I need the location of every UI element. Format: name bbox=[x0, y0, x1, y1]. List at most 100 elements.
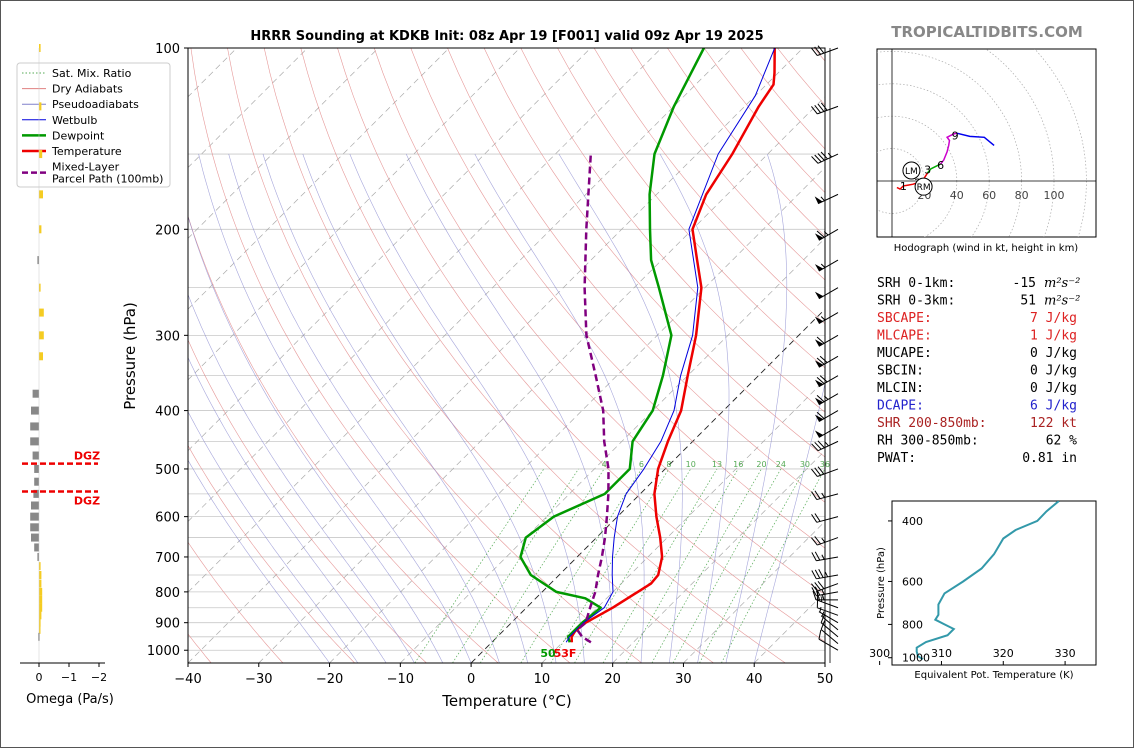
omega-bar bbox=[34, 477, 39, 486]
isotherm-line bbox=[683, 520, 825, 663]
x-axis-label: Temperature (°C) bbox=[441, 692, 571, 710]
mixing-ratio-label: 20 bbox=[756, 460, 766, 469]
parameter-unit: m²s⁻² bbox=[1044, 294, 1080, 309]
barb-staff bbox=[818, 611, 839, 624]
barb-flag bbox=[816, 376, 825, 385]
parameter-value: 7 J/kg bbox=[1030, 311, 1077, 326]
chart-title: HRRR Sounding at KDKB Init: 08z Apr 19 [… bbox=[250, 29, 763, 44]
barb-half-flag bbox=[820, 263, 826, 268]
wind-barb bbox=[818, 606, 839, 624]
parameter-unit: m²s⁻² bbox=[1044, 276, 1080, 291]
legend-label: Wetbulb bbox=[52, 114, 97, 127]
barb-flag bbox=[816, 230, 825, 238]
theta-e-profile: 400 600 800 1000 300 310 320 330 Equivalent Pot.… bbox=[869, 500, 1097, 681]
legend-label: Mixed-Layer bbox=[52, 161, 120, 174]
dry-adiabat bbox=[188, 215, 499, 663]
mixing-ratio-line bbox=[699, 468, 806, 663]
barb-flag bbox=[812, 590, 817, 601]
barb-pennant bbox=[814, 264, 824, 272]
barb-flag bbox=[811, 443, 819, 452]
wind-barb bbox=[814, 193, 839, 205]
surface-temp-label: 53F bbox=[554, 647, 577, 660]
mixing-ratio-label: 10 bbox=[686, 460, 696, 469]
parameters-table: SRH 0-1km: -15 m²s⁻² SRH 0-3km: 51 m²s⁻² SBCAP… bbox=[877, 276, 1080, 466]
dry-adiabat bbox=[593, 48, 825, 325]
barb-flag bbox=[819, 375, 828, 383]
barb-flag bbox=[811, 47, 818, 56]
barb-flag bbox=[811, 583, 818, 592]
parameter-value: -15 bbox=[1013, 276, 1036, 291]
theta-e-y-axis-label: Pressure (hPa) bbox=[876, 547, 887, 619]
barb-flag bbox=[814, 154, 822, 163]
y-tick-label: 700 bbox=[155, 551, 180, 566]
barb-flag bbox=[817, 103, 825, 112]
x-tick-label: 20 bbox=[604, 672, 621, 687]
parameter-label: SRH 0-1km: bbox=[877, 276, 955, 291]
barb-flag bbox=[811, 156, 819, 164]
barb-flag bbox=[814, 467, 822, 476]
wind-barb bbox=[818, 629, 839, 651]
y-tick-label: 400 bbox=[155, 405, 180, 420]
barb-half-flag bbox=[821, 589, 825, 595]
isotherm-line bbox=[470, 308, 825, 663]
dry-adiabat bbox=[188, 339, 427, 663]
theta-e-line bbox=[915, 501, 1060, 661]
mixing-ratio-line bbox=[452, 468, 579, 663]
parameter-value: 122 kt bbox=[1030, 416, 1077, 431]
isotherm-line bbox=[188, 48, 450, 310]
barb-flag bbox=[814, 569, 821, 579]
y-tick-label: 600 bbox=[155, 511, 180, 526]
legend-label: Dry Adiabats bbox=[52, 83, 123, 96]
pseudo-adiabat bbox=[188, 356, 387, 663]
x-tick-label: 30 bbox=[675, 672, 692, 687]
barb-staff bbox=[817, 599, 839, 609]
barb-staff bbox=[816, 556, 839, 562]
barb-flag bbox=[814, 513, 821, 522]
pseudo-adiabat bbox=[188, 459, 330, 663]
hodograph-caption: Hodograph (wind in kt, height in km) bbox=[894, 243, 1079, 254]
skewt-axes-frame bbox=[187, 47, 826, 664]
hodograph-height-label: 3 bbox=[924, 164, 931, 177]
hodograph-trace bbox=[956, 132, 995, 146]
storm-motion-marker bbox=[902, 161, 921, 180]
isotherm-line bbox=[258, 96, 825, 663]
pseudo-adiabat bbox=[474, 153, 645, 663]
barb-pennant bbox=[814, 430, 824, 438]
hodograph-height-label: 9 bbox=[952, 130, 959, 143]
omega-bar bbox=[32, 389, 39, 398]
barb-flag bbox=[814, 582, 822, 591]
omega-bar bbox=[39, 190, 43, 199]
isotherm-line bbox=[612, 450, 825, 663]
barb-flag bbox=[814, 104, 822, 114]
wind-barb bbox=[814, 259, 839, 272]
barb-staff bbox=[817, 153, 839, 164]
pseudo-adiabat bbox=[188, 293, 415, 663]
omega-bar bbox=[34, 464, 39, 473]
parameter-label: SBCAPE: bbox=[877, 311, 932, 326]
mixing-ratio-line bbox=[651, 468, 762, 663]
barb-flag bbox=[811, 514, 818, 523]
barb-pennant bbox=[814, 414, 824, 422]
omega-bar bbox=[34, 543, 39, 552]
legend-label: Sat. Mix. Ratio bbox=[52, 67, 132, 80]
dry-adiabat bbox=[188, 541, 284, 663]
y-tick-label: 500 bbox=[155, 463, 180, 478]
barb-half-flag bbox=[819, 606, 822, 613]
barb-staff bbox=[818, 259, 839, 272]
isotherm-line bbox=[188, 48, 521, 381]
barb-staff bbox=[818, 312, 839, 325]
barb-half-flag bbox=[822, 594, 825, 601]
pseudo-adiabat bbox=[725, 153, 788, 663]
barb-flag bbox=[814, 551, 821, 561]
isotherm-line bbox=[188, 48, 308, 169]
barb-pennant bbox=[814, 233, 824, 241]
dry-adiabat bbox=[520, 48, 825, 413]
wind-barb bbox=[811, 569, 839, 580]
mixing-ratio-label: 6 bbox=[639, 460, 644, 469]
barb-flag bbox=[816, 395, 825, 403]
dry-adiabat bbox=[337, 48, 825, 643]
dry-adiabat bbox=[410, 48, 825, 549]
parameter-label: MLCAPE: bbox=[877, 329, 932, 344]
mixing-ratio-line bbox=[626, 468, 739, 663]
